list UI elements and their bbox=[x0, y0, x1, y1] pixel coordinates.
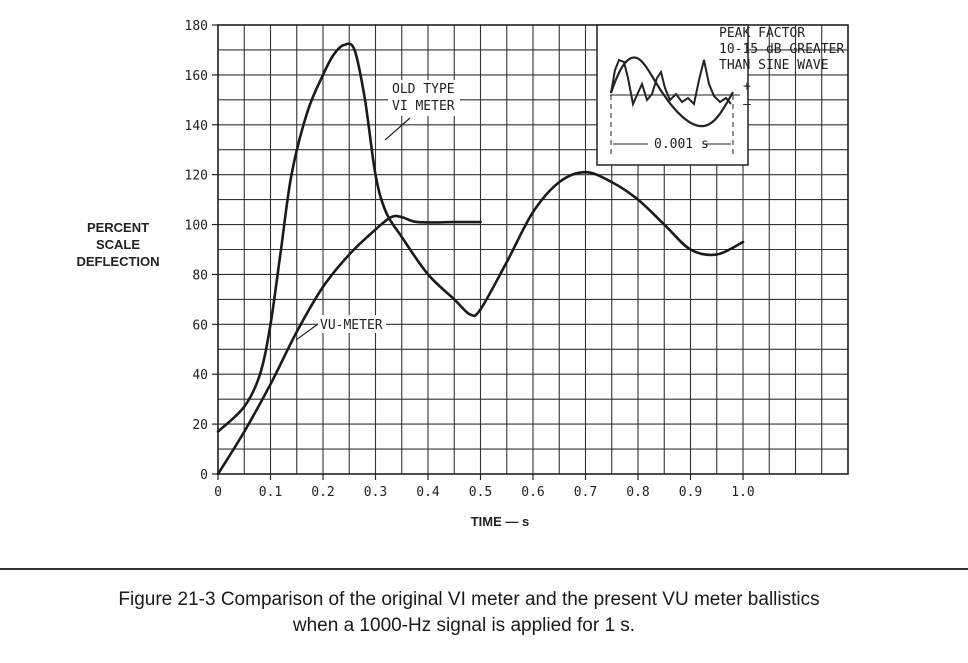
x-tick-label: 0.4 bbox=[416, 485, 440, 500]
x-tick-label: 0.3 bbox=[364, 485, 387, 500]
x-tick-label: 0.8 bbox=[626, 485, 649, 500]
inset-title-line-1: PEAK FACTOR bbox=[719, 26, 805, 41]
vu-annotation: VU-METER bbox=[320, 318, 383, 333]
tick-labels: 0 0.1 0.2 0.3 0.4 0.5 0.6 0.7 0.8 0.9 1.0 0 20 40 60 80… bbox=[185, 19, 755, 500]
y-tick-label: 60 bbox=[192, 318, 208, 333]
figure-caption: Figure 21-3 Comparison of the original V… bbox=[0, 587, 968, 639]
caption-rule bbox=[0, 568, 968, 570]
y-tick-label: 180 bbox=[185, 19, 208, 34]
y-tick-label: 0 bbox=[200, 468, 208, 483]
y-tick-label: 80 bbox=[192, 268, 208, 283]
y-axis-label-line-3: DEFLECTION bbox=[76, 254, 159, 269]
vu-annotation-background bbox=[318, 315, 386, 333]
inset-title-line-3: THAN SINE WAVE bbox=[719, 58, 829, 73]
grid bbox=[217, 24, 849, 475]
y-tick-label: 120 bbox=[185, 169, 208, 184]
y-tick-label: 160 bbox=[185, 69, 208, 84]
inset-duration: 0.001 s bbox=[654, 137, 709, 152]
vu-leader-line bbox=[295, 323, 319, 341]
x-tick-label: 0.9 bbox=[679, 485, 702, 500]
x-tick-label: 0.5 bbox=[469, 485, 492, 500]
x-axis-label: TIME — s bbox=[471, 514, 530, 529]
y-axis-label-line-2: SCALE bbox=[96, 237, 140, 252]
y-axis-label-line-1: PERCENT bbox=[87, 220, 149, 235]
series-line-vu-meter bbox=[216, 214, 482, 476]
inset-sine-wave bbox=[609, 56, 734, 128]
inset: PEAK FACTOR 10-15 dB GREATER THAN SINE W… bbox=[596, 24, 844, 166]
inset-complex-wave bbox=[610, 58, 732, 108]
inset-title-line-2: 10-15 dB GREATER bbox=[719, 42, 844, 57]
x-tick-label: 1.0 bbox=[731, 485, 754, 500]
vi-leader-line bbox=[384, 117, 411, 141]
chart: 0 0.1 0.2 0.3 0.4 0.5 0.6 0.7 0.8 0.9 1.0 0 20 40 60 80… bbox=[76, 19, 849, 529]
x-tick-label: 0 bbox=[214, 485, 222, 500]
series-line-old-type-vi-meter bbox=[216, 42, 745, 433]
x-tick-label: 0.6 bbox=[521, 485, 544, 500]
y-tick-label: 100 bbox=[185, 219, 208, 234]
inset-plus: + bbox=[743, 79, 751, 94]
vi-annotation-line-1: OLD TYPE bbox=[392, 82, 455, 97]
series bbox=[216, 42, 745, 476]
vi-annotation-line-2: VI METER bbox=[392, 99, 455, 114]
y-tick-label: 20 bbox=[192, 418, 208, 433]
inset-minus: — bbox=[743, 97, 751, 112]
vi-annotation-background bbox=[388, 80, 460, 116]
y-tick-label: 40 bbox=[192, 368, 208, 383]
caption-line-2: when a 1000-Hz signal is applied for 1 s… bbox=[292, 615, 636, 636]
x-tick-label: 0.2 bbox=[311, 485, 334, 500]
caption-line-1: Figure 21-3 Comparison of the original V… bbox=[118, 589, 820, 610]
x-tick-label: 0.1 bbox=[259, 485, 282, 500]
x-tick-label: 0.7 bbox=[574, 485, 597, 500]
y-tick-label: 140 bbox=[185, 119, 208, 134]
